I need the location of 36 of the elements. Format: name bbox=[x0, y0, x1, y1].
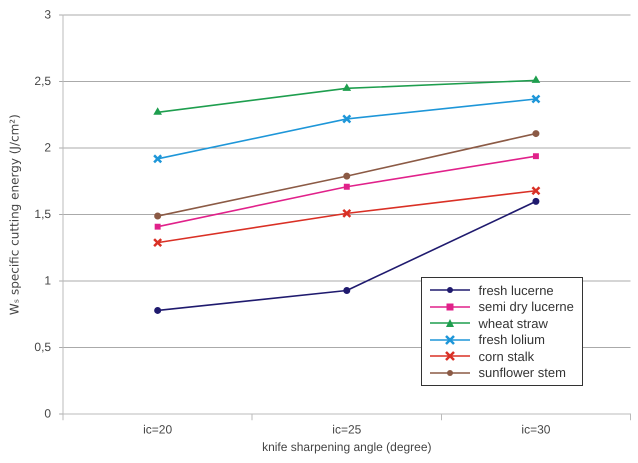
point bbox=[154, 108, 162, 115]
point bbox=[532, 76, 540, 83]
point bbox=[344, 184, 350, 190]
point bbox=[154, 224, 161, 230]
point bbox=[531, 186, 541, 196]
x-tick-label: ic=20 bbox=[143, 422, 172, 437]
point bbox=[532, 198, 540, 205]
y-tick-label: 0 bbox=[44, 406, 52, 421]
point bbox=[531, 94, 541, 104]
point bbox=[152, 154, 162, 164]
legend-label: fresh lucerne bbox=[478, 282, 554, 298]
y-tick-label: 3 bbox=[44, 8, 52, 22]
x-tick-label: ic=30 bbox=[521, 422, 551, 437]
legend-label: corn stalk bbox=[478, 348, 534, 364]
point bbox=[343, 172, 350, 180]
point bbox=[342, 84, 351, 91]
point bbox=[343, 287, 350, 294]
x-axis-title: knife sharpening angle (degree) bbox=[262, 440, 432, 454]
legend-label: fresh lolium bbox=[478, 332, 545, 348]
point bbox=[154, 306, 162, 314]
point bbox=[342, 208, 352, 218]
legend-label: sunflower stem bbox=[478, 365, 566, 380]
point bbox=[154, 212, 162, 220]
legend-label: semi dry lucerne bbox=[478, 299, 574, 314]
point bbox=[342, 114, 352, 124]
y-tick-label: 2,5 bbox=[34, 74, 52, 88]
legend-label: wheat straw bbox=[478, 316, 548, 331]
y-tick-label: 0,5 bbox=[34, 340, 52, 354]
y-tick-label: 1 bbox=[44, 274, 52, 288]
x-tick-label: ic=25 bbox=[332, 422, 362, 437]
point bbox=[152, 238, 162, 248]
point bbox=[532, 130, 540, 138]
point bbox=[532, 153, 539, 160]
y-tick-label: 2 bbox=[44, 140, 52, 155]
y-axis-title: Wₛ specific cutting energy (J/cm²) bbox=[7, 114, 22, 316]
y-tick-label: 1,5 bbox=[34, 207, 52, 222]
